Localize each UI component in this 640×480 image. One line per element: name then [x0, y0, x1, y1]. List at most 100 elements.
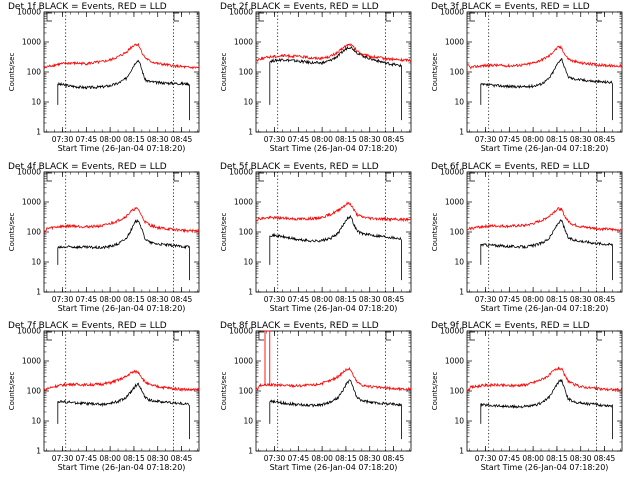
corner-bracket	[385, 172, 391, 182]
lld-series-line	[43, 369, 200, 392]
x-tick-label: 08:45	[383, 295, 405, 304]
events-series-line	[57, 59, 190, 121]
y-tick-label: 1000	[22, 38, 41, 47]
corner-bracket	[46, 331, 52, 341]
x-tick-label: 08:15	[546, 135, 568, 144]
y-tick-label: 100	[239, 68, 254, 77]
x-axis-label: Start Time (26-Jan-04 07:18:20)	[270, 304, 398, 313]
x-tick-label: 08:30	[359, 135, 381, 144]
x-tick-label: 08:45	[594, 295, 616, 304]
y-axis-label: Counts/sec	[431, 213, 439, 252]
lld-series-line	[43, 206, 200, 234]
panel-title: Det 2f BLACK = Events, RED = LLD	[220, 2, 379, 12]
x-tick-label: 08:30	[147, 135, 169, 144]
x-tick-label: 08:15	[123, 454, 145, 463]
panel-title: Det 1f BLACK = Events, RED = LLD	[8, 2, 167, 12]
lld-series-line	[255, 42, 412, 63]
y-tick-label: 10000	[229, 8, 253, 17]
lld-series-line	[255, 201, 412, 223]
x-tick-label: 08:00	[311, 454, 333, 463]
y-tick-label: 10000	[229, 327, 253, 336]
y-tick-label: 100	[239, 228, 254, 237]
panel-title: Det 4f BLACK = Events, RED = LLD	[8, 162, 167, 172]
x-tick-label: 07:45	[499, 135, 521, 144]
y-tick-label: 10	[243, 98, 253, 107]
x-tick-label: 08:15	[546, 295, 568, 304]
corner-bracket	[258, 12, 264, 22]
x-tick-label: 08:30	[147, 295, 169, 304]
plot-frame	[255, 11, 412, 133]
x-axis-label: Start Time (26-Jan-04 07:18:20)	[481, 144, 609, 153]
y-tick-label: 100	[27, 68, 42, 77]
y-tick-label: 1000	[234, 357, 253, 366]
lld-series-line	[466, 366, 623, 393]
corner-bracket	[258, 331, 264, 341]
y-tick-label: 100	[27, 387, 42, 396]
x-tick-label: 07:30	[264, 135, 286, 144]
y-axis-label: Counts/sec	[8, 372, 16, 411]
y-tick-label: 10	[454, 258, 464, 267]
x-tick-label: 07:45	[288, 454, 310, 463]
y-tick-label: 10000	[229, 168, 253, 177]
lld-spike	[264, 330, 271, 386]
y-tick-label: 10000	[440, 168, 464, 177]
y-tick-label: 1	[459, 447, 464, 456]
corner-bracket	[596, 12, 602, 22]
x-tick-label: 08:00	[522, 135, 544, 144]
y-tick-label: 10	[243, 258, 253, 267]
x-tick-label: 07:45	[76, 454, 98, 463]
x-tick-label: 08:00	[99, 295, 121, 304]
x-axis-label: Start Time (26-Jan-04 07:18:20)	[58, 304, 186, 313]
x-tick-label: 08:45	[171, 135, 193, 144]
plot-frame	[255, 171, 412, 293]
y-tick-label: 1	[36, 128, 41, 137]
y-axis-label: Counts/sec	[220, 53, 228, 92]
plot-frame	[466, 171, 623, 293]
x-tick-label: 08:30	[570, 295, 592, 304]
y-tick-label: 10	[243, 417, 253, 426]
detector-panel: Det 7f BLACK = Events, RED = LLD Counts/s…	[8, 321, 200, 472]
corner-bracket	[596, 172, 602, 182]
y-axis-label: Counts/sec	[8, 213, 16, 252]
corner-bracket	[469, 12, 475, 22]
x-axis-label: Start Time (26-Jan-04 07:18:20)	[270, 463, 398, 472]
plot-frame	[255, 330, 412, 452]
lld-series-line	[255, 366, 412, 392]
x-tick-label: 07:45	[76, 135, 98, 144]
detector-panel: Det 3f BLACK = Events, RED = LLD Counts/s…	[431, 2, 623, 153]
x-tick-label: 08:30	[359, 454, 381, 463]
lld-series-line	[466, 45, 623, 70]
x-tick-label: 08:15	[123, 135, 145, 144]
y-axis-label: Counts/sec	[220, 213, 228, 252]
y-tick-label: 1	[248, 447, 253, 456]
corner-bracket	[385, 331, 391, 341]
detector-panel: Det 4f BLACK = Events, RED = LLD Counts/s…	[8, 162, 200, 313]
x-tick-label: 08:00	[311, 295, 333, 304]
y-tick-label: 1000	[445, 198, 464, 207]
x-tick-label: 08:00	[99, 135, 121, 144]
y-tick-label: 10	[31, 417, 41, 426]
corner-bracket	[469, 331, 475, 341]
x-tick-label: 08:30	[570, 135, 592, 144]
detector-panel: Det 5f BLACK = Events, RED = LLD Counts/s…	[220, 162, 412, 313]
x-tick-label: 07:45	[288, 135, 310, 144]
x-axis-label: Start Time (26-Jan-04 07:18:20)	[270, 144, 398, 153]
corner-bracket	[173, 172, 179, 182]
events-series-line	[480, 58, 613, 121]
x-tick-label: 07:30	[264, 295, 286, 304]
y-tick-label: 10	[31, 258, 41, 267]
x-tick-label: 08:30	[359, 295, 381, 304]
lld-series-line	[466, 207, 623, 232]
y-tick-label: 10000	[17, 8, 41, 17]
x-axis-label: Start Time (26-Jan-04 07:18:20)	[481, 304, 609, 313]
y-tick-label: 100	[239, 387, 254, 396]
y-tick-label: 10000	[17, 327, 41, 336]
y-axis-label: Counts/sec	[431, 53, 439, 92]
y-tick-label: 10000	[17, 168, 41, 177]
x-tick-label: 07:30	[52, 295, 74, 304]
x-tick-label: 08:45	[383, 135, 405, 144]
events-series-line	[269, 214, 402, 281]
y-tick-label: 1000	[445, 357, 464, 366]
x-axis-label: Start Time (26-Jan-04 07:18:20)	[481, 463, 609, 472]
plot-frame	[43, 171, 200, 293]
